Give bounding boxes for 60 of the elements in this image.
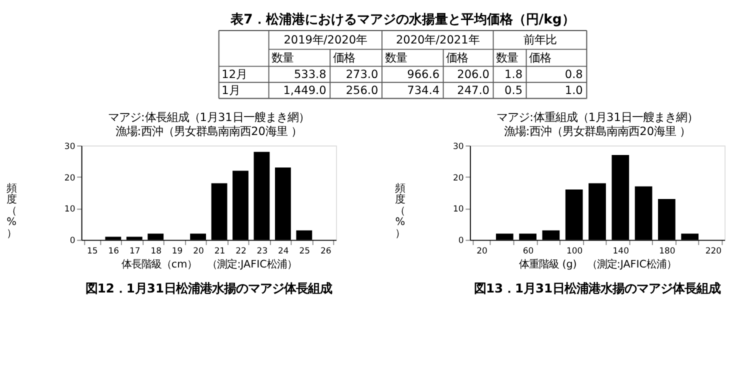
text: 12月 bbox=[222, 68, 248, 82]
x-tick-label: 21 bbox=[214, 246, 226, 256]
text: 2019年/2020年 bbox=[284, 34, 368, 47]
text: 2020年/2021年 bbox=[396, 34, 480, 47]
text: 206.0 bbox=[457, 68, 490, 82]
text: 1月 bbox=[222, 84, 240, 98]
chart-subtitle: 漁場:西沖（男女群島南南西20海里 ） bbox=[504, 125, 691, 138]
text: 247.0 bbox=[457, 84, 490, 98]
text: 前年比 bbox=[523, 34, 556, 47]
caption: 図13．1月31日松浦港水揚のマアジ体長組成 bbox=[474, 282, 721, 296]
y-tick-label: 0 bbox=[458, 235, 464, 246]
x-tick-label: 19 bbox=[172, 246, 183, 256]
x-tick-label: 16 bbox=[108, 246, 120, 256]
chart-title: マアジ:体重組成（1月31日一艘まき網） bbox=[496, 111, 698, 124]
text: 数量 bbox=[384, 52, 407, 65]
text: 966.6 bbox=[407, 68, 440, 82]
text: 価格 bbox=[332, 52, 355, 65]
text: 価格 bbox=[446, 52, 468, 65]
x-tick-label: 100 bbox=[566, 246, 583, 256]
y-axis-title: 頻度（%） bbox=[395, 182, 406, 240]
text: 256.0 bbox=[346, 84, 378, 98]
x-tick-label: 140 bbox=[612, 246, 629, 256]
text: 533.8 bbox=[294, 68, 326, 82]
x-tick-label: 24 bbox=[278, 246, 289, 256]
y-tick-label: 20 bbox=[64, 172, 76, 182]
text: 0.8 bbox=[564, 68, 583, 82]
x-tick-label: 60 bbox=[522, 246, 534, 256]
y-tick-label: 30 bbox=[64, 140, 76, 151]
caption: 図12．1月31日松浦港水揚のマアジ体長組成 bbox=[85, 282, 332, 296]
y-tick-label: 20 bbox=[453, 172, 464, 182]
y-tick-label: 30 bbox=[453, 140, 464, 151]
text: 数量 bbox=[272, 52, 294, 65]
x-tick-label: 18 bbox=[150, 246, 162, 256]
text: 数量 bbox=[496, 52, 518, 65]
x-tick-label: 23 bbox=[256, 246, 268, 256]
text: 734.4 bbox=[407, 84, 440, 98]
text: 1.8 bbox=[504, 68, 523, 82]
text: 1,449.0 bbox=[283, 84, 326, 98]
text: 273.0 bbox=[346, 68, 378, 82]
x-tick-label: 20 bbox=[476, 246, 488, 256]
chart-subtitle: 漁場:西沖（男女群島南南西20海里 ） bbox=[115, 125, 302, 138]
y-tick-label: 0 bbox=[70, 235, 76, 246]
chart-title: マアジ:体長組成（1月31日一艘まき網） bbox=[108, 111, 310, 124]
text: 価格 bbox=[529, 52, 552, 65]
y-tick-label: 10 bbox=[453, 204, 464, 214]
y-axis-title: 頻度（%） bbox=[6, 182, 17, 240]
text: 1.0 bbox=[564, 84, 583, 98]
x-tick-label: 22 bbox=[236, 246, 246, 256]
x-axis-title: 体長階級（cm） （測定:JAFIC松浦） bbox=[121, 258, 297, 271]
x-tick-label: 20 bbox=[193, 246, 204, 256]
y-tick-label: 10 bbox=[64, 204, 76, 214]
x-axis-title: 体重階級 (g) （測定:JAFIC松浦） bbox=[518, 258, 677, 271]
text: 表7．松浦港におけるマアジの水揚量と平均価格（円/kg） bbox=[230, 12, 575, 28]
x-tick-label: 26 bbox=[320, 246, 332, 256]
text: 0.5 bbox=[504, 84, 523, 98]
x-tick-label: 15 bbox=[87, 246, 98, 256]
x-tick-label: 17 bbox=[129, 246, 140, 256]
x-tick-label: 180 bbox=[659, 246, 676, 256]
x-tick-label: 25 bbox=[299, 246, 310, 256]
x-tick-label: 220 bbox=[705, 246, 722, 256]
